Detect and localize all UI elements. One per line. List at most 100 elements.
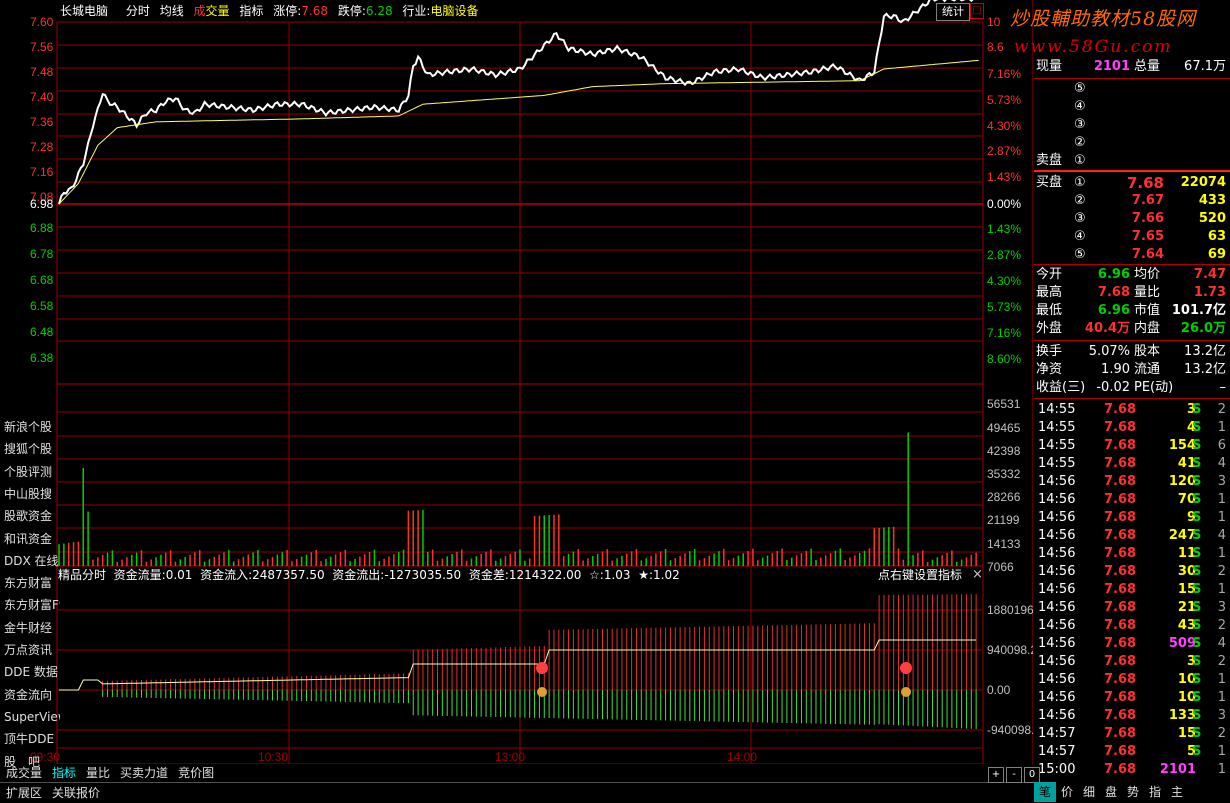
tick-row: 14:56 7.68 9 S 1 [1034, 509, 1230, 527]
left-link-item[interactable]: 东方财富 [4, 576, 53, 591]
xianliang-value: 2101 [1093, 59, 1130, 74]
tick-volume: 10 [1177, 672, 1196, 687]
tick-row: 14:56 7.68 11 S 1 [1034, 545, 1230, 563]
tick-side: S [1192, 420, 1202, 435]
tick-side: S [1192, 510, 1202, 525]
stat-button[interactable]: 统计 [936, 3, 970, 21]
stat-label: 外盘 [1036, 321, 1063, 336]
close-icon[interactable]: □ [970, 3, 984, 19]
buy-level-row: ② 7.67 433 [1034, 192, 1230, 210]
buy-price: 7.65 [1131, 229, 1164, 244]
tick-time: 14:56 [1038, 492, 1076, 507]
bottom-tab[interactable]: 指标 [52, 766, 77, 780]
tick-count: 2 [1217, 402, 1226, 417]
bottom-tab[interactable]: 成交量 [6, 766, 43, 780]
buy-price: 7.64 [1131, 247, 1164, 262]
right-tab[interactable]: 笔 [1034, 782, 1056, 802]
right-tab[interactable]: 盘 [1104, 785, 1117, 799]
price-axis-label: 7.56 [30, 40, 54, 54]
limit-down-label: 跌停: [337, 4, 366, 18]
tab-fenshi[interactable]: 分时 [125, 4, 150, 18]
tick-row: 14:56 7.68 10 S 1 [1034, 671, 1230, 689]
indicator-axis-label: 1880196 [987, 603, 1033, 617]
right-tab[interactable]: 势 [1126, 785, 1139, 799]
industry-value[interactable]: 电脑设备 [430, 4, 479, 18]
buy-price: 7.66 [1131, 211, 1164, 226]
bottom-tab-2[interactable]: 扩展区 [6, 786, 43, 800]
price-axis-label: 6.68 [30, 273, 54, 287]
bottom-tab[interactable]: 竞价图 [178, 766, 215, 780]
tick-count: 4 [1217, 636, 1226, 651]
quote-stat-row: 外盘 40.4万 内盘 26.0万 [1034, 320, 1230, 338]
zoom-button[interactable]: 0 [1024, 767, 1040, 783]
indicator-setting-hint[interactable]: 点右键设置指标 [878, 568, 963, 582]
tick-price: 7.68 [1104, 492, 1137, 507]
tab-junxian[interactable]: 均线 [159, 4, 184, 18]
left-link-item[interactable]: 股 吧 [4, 754, 41, 769]
buy-price: 7.68 [1126, 174, 1164, 192]
right-tab[interactable]: 细 [1082, 785, 1095, 799]
stat-value: 7.68 [1097, 285, 1130, 300]
zoom-button[interactable]: - [1006, 767, 1022, 783]
stat-value: 5.07% [1088, 344, 1130, 359]
tick-price: 7.68 [1104, 726, 1137, 741]
bottom-tab[interactable]: 买卖力道 [120, 766, 169, 780]
right-tab[interactable]: 主 [1170, 785, 1183, 799]
stat-value: 7.47 [1193, 267, 1226, 282]
tick-row: 14:57 7.68 15 S 2 [1034, 725, 1230, 743]
left-link-item[interactable]: 东方财富F9 [4, 598, 60, 613]
left-link-item[interactable]: DDX 在线 [4, 553, 59, 568]
pct-axis-label: 4.30% [987, 119, 1021, 133]
right-tab[interactable]: 指 [1148, 785, 1161, 799]
price-axis-label: 7.40 [30, 90, 54, 104]
tick-count: 1 [1217, 510, 1226, 525]
tick-side: S [1192, 600, 1202, 615]
indicator-close-icon[interactable]: × [972, 567, 983, 582]
limit-down-value: 6.28 [365, 4, 393, 18]
left-link-item[interactable]: 搜狐个股 [4, 442, 53, 457]
left-link-item[interactable]: 万点资讯 [4, 643, 53, 657]
left-link-item[interactable]: 顶牛DDE [4, 732, 55, 747]
left-link-item[interactable]: 金牛财经 [4, 620, 53, 635]
left-link-item[interactable]: 新浪个股 [4, 420, 53, 434]
watermark-title: 炒股輔助教材58股网 [1010, 8, 1197, 30]
buy-level-row: ⑤ 7.64 69 [1034, 246, 1230, 264]
bottom-tabbar: 成交量 指标 量比 买卖力道 竞价图 [0, 764, 1033, 782]
bottom-tab-2[interactable]: 关联报价 [52, 786, 101, 800]
tab-jiaoliang[interactable]: 交量 [205, 4, 230, 18]
tick-price: 7.68 [1104, 510, 1137, 525]
left-link-item[interactable]: 股歌资金 [4, 509, 53, 524]
tick-count: 3 [1217, 474, 1226, 489]
zoom-button[interactable]: + [988, 767, 1004, 783]
buy-volume: 433 [1198, 193, 1226, 208]
right-tab[interactable]: 价 [1060, 785, 1073, 799]
indicator-header: 精品分时 资金流量:0.01 资金流入:2487357.50 资金流出:-127… [58, 566, 988, 584]
buy-level-row: ④ 7.65 63 [1034, 228, 1230, 246]
left-link-item[interactable]: SuperView [4, 709, 60, 724]
bottom-tab[interactable]: 量比 [86, 766, 111, 780]
left-link-item[interactable]: 资金流向 [4, 687, 53, 702]
tick-row: 14:56 7.68 133 S 3 [1034, 707, 1230, 725]
stat-label: 收益(三) [1036, 380, 1086, 395]
tick-time: 14:56 [1038, 582, 1076, 597]
left-link-item[interactable]: DDE 数据 [4, 665, 58, 680]
stat-value: 40.4万 [1084, 321, 1130, 336]
intraday-chart[interactable]: 7.60 7.56 7.48 7.40 7.36 7.28 7.16 7.086.98 6.88… [0, 0, 1033, 764]
left-link-item[interactable]: 中山股搜 [4, 486, 53, 501]
tick-side: S [1192, 492, 1202, 507]
tick-row: 14:56 7.68 43 S 2 [1034, 617, 1230, 635]
tab-zhibiao[interactable]: 指标 [239, 4, 264, 18]
volume-axis-label: 56531 [987, 397, 1021, 411]
average-line [58, 59, 979, 205]
pct-axis-label: 0.00% [987, 197, 1021, 211]
stat-label: 内盘 [1134, 321, 1161, 336]
left-link-item[interactable]: 个股评测 [4, 464, 53, 479]
price-line [58, 0, 979, 205]
tick-count: 4 [1217, 528, 1226, 543]
indicator-name[interactable]: 精品分时 [58, 568, 107, 582]
tick-row: 14:55 7.68 4 S 1 [1034, 419, 1230, 437]
tab-cheng[interactable]: 成 [193, 4, 206, 18]
tick-side: S [1192, 438, 1202, 453]
tick-price: 7.68 [1104, 672, 1137, 687]
left-link-item[interactable]: 和讯资金 [4, 531, 53, 546]
